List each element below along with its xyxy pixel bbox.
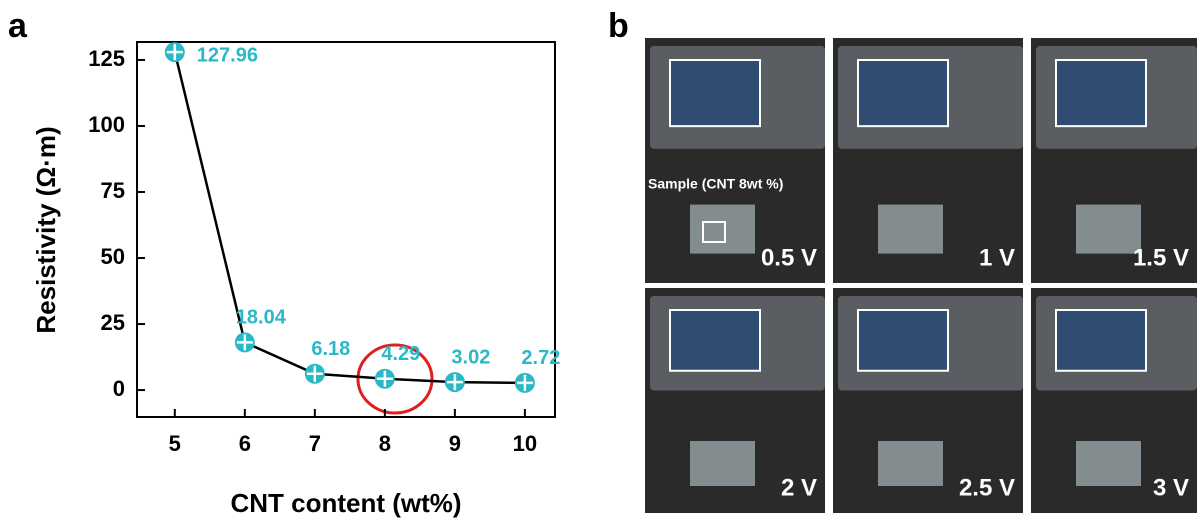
sample-block — [1076, 441, 1141, 486]
sample-block — [878, 204, 943, 254]
marker-cross — [236, 334, 253, 351]
highlight-circle — [356, 343, 434, 415]
panel-label: a — [8, 7, 28, 45]
y-tick-label: 125 — [88, 46, 125, 71]
marker-cross — [306, 365, 323, 382]
marker-cross — [376, 370, 393, 387]
x-tick-label: 7 — [309, 431, 321, 456]
data-label: 127.96 — [197, 44, 258, 66]
voltage-label: 1.5 V — [1133, 244, 1189, 271]
instrument-screen — [857, 309, 949, 372]
instrument-screen — [669, 59, 761, 128]
voltage-label: 0.5 V — [761, 244, 817, 271]
data-label: 3.02 — [451, 346, 490, 368]
instrument-screen — [1055, 309, 1147, 372]
x-tick-label: 9 — [449, 431, 461, 456]
voltage-label: 2.5 V — [959, 474, 1015, 501]
sample-box — [702, 221, 726, 243]
data-label: 2.72 — [521, 347, 560, 369]
instrument-screen — [857, 59, 949, 128]
sample-block — [690, 441, 755, 486]
sample-label: Sample (CNT 8wt %) — [648, 176, 783, 192]
x-tick-label: 5 — [169, 431, 181, 456]
voltage-label: 3 V — [1153, 474, 1189, 501]
y-axis-label: Resistivity (Ω·m) — [31, 126, 61, 333]
marker-cross — [166, 44, 183, 61]
data-label: 4.29 — [381, 343, 420, 365]
x-tick-label: 8 — [379, 431, 391, 456]
data-label: 18.04 — [236, 307, 287, 329]
y-tick-label: 75 — [101, 178, 125, 203]
data-line — [173, 51, 525, 385]
instrument-screen — [1055, 59, 1147, 128]
panel-label: b — [608, 7, 629, 45]
instrument-screen — [669, 309, 761, 372]
y-tick-label: 100 — [88, 112, 125, 137]
x-axis-label: CNT content (wt%) — [230, 488, 461, 518]
marker-cross — [446, 374, 463, 391]
sample-block — [1076, 204, 1141, 254]
voltage-label: 2 V — [781, 474, 817, 501]
data-label: 6.18 — [311, 338, 350, 360]
y-tick-label: 25 — [101, 310, 125, 335]
sample-block — [878, 441, 943, 486]
plot-frame — [136, 41, 556, 418]
sample-block — [690, 204, 755, 254]
voltage-label: 1 V — [979, 244, 1015, 271]
y-tick-label: 0 — [113, 376, 125, 401]
x-tick-label: 6 — [239, 431, 251, 456]
marker-cross — [516, 374, 533, 391]
photo-grid: 0.5 V 1 V 1.5 V 2 V 2.5 V 3 V Sample (CNT 8wt … — [645, 38, 1197, 513]
y-tick-label: 50 — [101, 244, 125, 269]
x-tick-label: 10 — [513, 431, 537, 456]
